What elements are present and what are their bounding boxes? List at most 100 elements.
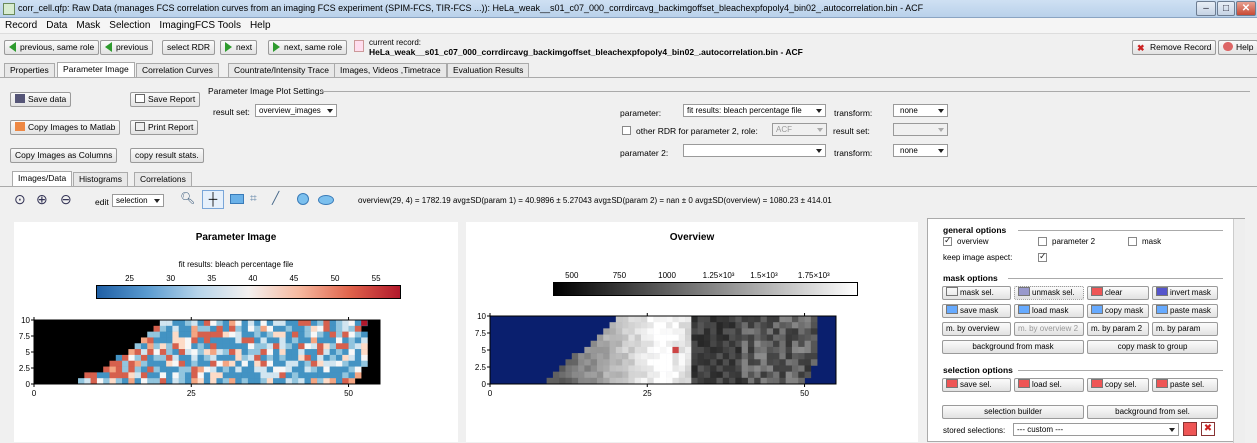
crosshair-tool-icon[interactable]: ┼ — [202, 190, 224, 209]
image-pixel — [273, 349, 280, 356]
menu-data[interactable]: Data — [46, 20, 68, 31]
select-rdr-button[interactable]: select RDR — [162, 40, 215, 55]
previous-same-role-button[interactable]: previous, same role — [4, 40, 100, 55]
delete-selection-icon[interactable]: ✖ — [1201, 422, 1215, 436]
overview-pixel — [798, 371, 805, 379]
transform-select[interactable]: none — [893, 104, 948, 117]
tab-parameter-image[interactable]: Parameter Image — [57, 62, 135, 77]
menu-imagingfcs-tools[interactable]: ImagingFCS Tools — [159, 20, 241, 31]
overview-checkbox[interactable] — [943, 235, 952, 246]
ellipse-tool-icon[interactable] — [318, 195, 334, 205]
select-value: none — [900, 146, 918, 155]
clear-mask-button[interactable]: clear — [1087, 286, 1149, 300]
image-pixel — [229, 349, 236, 356]
circle-tool-icon[interactable] — [297, 193, 309, 205]
scrollbar[interactable] — [1233, 219, 1245, 443]
image-pixel — [329, 366, 337, 373]
background-from-sel-button[interactable]: background from sel. — [1087, 405, 1218, 419]
stored-selections-select[interactable]: --- custom --- — [1013, 423, 1179, 436]
button-label: paste mask — [1170, 306, 1211, 315]
image-pixel — [122, 360, 129, 367]
remove-record-button[interactable]: ✖ Remove Record — [1132, 40, 1217, 55]
menu-mask[interactable]: Mask — [76, 20, 101, 31]
zoom-in-icon[interactable]: ⊕ — [36, 191, 48, 207]
transform2-select[interactable]: none — [893, 144, 948, 157]
rectangle-tool-icon[interactable] — [230, 194, 244, 204]
button-label: Print Report — [148, 122, 194, 132]
selection-builder-button[interactable]: selection builder — [942, 405, 1084, 419]
overview-plot[interactable]: Overview 500 750 1000 1.25×10³ 1.5×10³ 1.75×1… — [466, 222, 918, 442]
arrow-right-icon — [225, 42, 232, 52]
maximize-button[interactable]: □ — [1217, 1, 1235, 16]
save-report-button[interactable]: Save Report — [130, 92, 201, 107]
save-data-button[interactable]: Save data — [10, 92, 72, 107]
result-set-label: result set: — [213, 107, 250, 117]
mask-sel-button[interactable]: mask sel. — [942, 286, 1011, 300]
copy-mask-button[interactable]: copy mask — [1087, 304, 1149, 318]
next-button[interactable]: next — [220, 40, 258, 55]
menu-help[interactable]: Help — [249, 20, 271, 31]
zoom-out-icon[interactable]: ⊖ — [60, 191, 72, 207]
save-sel-button[interactable]: save sel. — [942, 378, 1011, 392]
image-pixel — [247, 331, 255, 338]
tab-evaluation-results[interactable]: Evaluation Results — [447, 63, 530, 77]
help-button[interactable]: Help — [1218, 40, 1257, 55]
parameter2-select[interactable] — [683, 144, 826, 157]
y-tick-label: 10 — [477, 312, 486, 321]
menu-record[interactable]: Record — [5, 20, 38, 31]
image-pixel — [260, 343, 268, 350]
copy-images-matlab-button[interactable]: Copy Images to Matlab — [10, 120, 121, 135]
mask-by-overview2-button[interactable]: m. by overview 2 — [1014, 322, 1084, 336]
tab-correlation-curves[interactable]: Correlation Curves — [136, 63, 219, 77]
save-selection-icon[interactable] — [1183, 422, 1197, 436]
paste-sel-button[interactable]: paste sel. — [1152, 378, 1218, 392]
copy-images-columns-button[interactable]: Copy Images as Columns — [10, 148, 118, 163]
next-same-role-button[interactable]: next, same role — [268, 40, 348, 55]
keep-aspect-checkbox[interactable] — [1038, 251, 1047, 262]
load-sel-button[interactable]: load sel. — [1014, 378, 1084, 392]
unmask-sel-button[interactable]: unmask sel. — [1014, 286, 1084, 300]
print-report-button[interactable]: Print Report — [130, 120, 199, 135]
tab-images-videos[interactable]: Images, Videos ,Timetrace — [334, 63, 447, 77]
image-pixel — [285, 343, 293, 350]
close-button[interactable]: ✕ — [1236, 1, 1256, 16]
parameter2-checkbox[interactable] — [1038, 237, 1047, 246]
image-pixel — [323, 372, 330, 379]
edit-mode-select[interactable]: selection — [112, 194, 164, 207]
tab-properties[interactable]: Properties — [4, 63, 55, 77]
polygon-tool-icon[interactable]: ⌗ — [250, 191, 257, 205]
previous-button[interactable]: previous — [100, 40, 154, 55]
parameter-image-plot[interactable]: Parameter Image fit results: bleach perc… — [14, 222, 458, 442]
zoom-fit-icon[interactable]: ⊙ — [14, 191, 26, 207]
background-from-mask-button[interactable]: background from mask — [942, 340, 1084, 354]
copy-result-stats-button[interactable]: copy result stats. — [130, 148, 204, 163]
save-mask-button[interactable]: save mask — [942, 304, 1011, 318]
subtab-correlations[interactable]: Correlations — [134, 172, 192, 186]
parameter-select[interactable]: fit results: bleach percentage file — [683, 104, 826, 117]
copy-sel-button[interactable]: copy sel. — [1087, 378, 1149, 392]
tab-countrate-trace[interactable]: Countrate/Intensity Trace — [228, 63, 335, 77]
other-rdr-checkbox[interactable] — [622, 126, 631, 135]
magnifier-tool-icon[interactable]: 🔍︎ — [180, 191, 196, 205]
overview-pixel — [804, 328, 812, 335]
load-mask-button[interactable]: load mask — [1014, 304, 1084, 318]
image-pixel — [96, 378, 104, 385]
result-set-select[interactable]: overview_images — [255, 104, 337, 117]
minimize-button[interactable]: – — [1196, 1, 1216, 16]
mask-by-param-button[interactable]: m. by param — [1152, 322, 1218, 336]
mask-by-overview-button[interactable]: m. by overview — [942, 322, 1011, 336]
subtab-images-data[interactable]: Images/Data — [12, 171, 73, 186]
invert-mask-button[interactable]: invert mask — [1152, 286, 1218, 300]
subtab-histograms[interactable]: Histograms — [73, 172, 128, 186]
mask-checkbox[interactable] — [1128, 237, 1137, 246]
overview-pixel — [685, 340, 692, 348]
menu-selection[interactable]: Selection — [109, 20, 151, 31]
line-tool-icon[interactable]: ╱ — [272, 191, 280, 205]
other-rdr-role-select[interactable]: ACF — [772, 123, 827, 136]
paste-mask-button[interactable]: paste mask — [1152, 304, 1218, 318]
copy-mask-to-group-button[interactable]: copy mask to group — [1087, 340, 1218, 354]
image-pixel — [184, 372, 192, 379]
mask-by-param2-button[interactable]: m. by param 2 — [1087, 322, 1149, 336]
result-set2-select[interactable] — [893, 123, 948, 136]
overview-pixel — [722, 346, 730, 354]
